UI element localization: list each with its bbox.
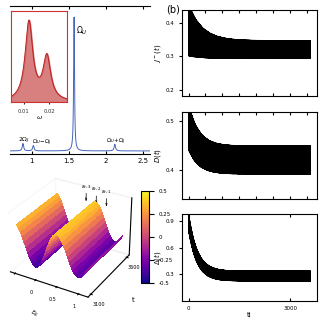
Text: $\Omega_U\!-\!\Omega_J$: $\Omega_U\!-\!\Omega_J$ xyxy=(32,138,51,148)
X-axis label: $\omega$: $\omega$ xyxy=(76,166,84,175)
X-axis label: $\varepsilon_k$: $\varepsilon_k$ xyxy=(29,308,40,319)
X-axis label: ti: ti xyxy=(247,312,252,318)
Text: $2\Omega_J$: $2\Omega_J$ xyxy=(18,136,30,146)
Y-axis label: $\Delta(t)$: $\Delta(t)$ xyxy=(152,250,163,265)
Text: $\Omega_U$: $\Omega_U$ xyxy=(76,24,88,37)
Text: (b): (b) xyxy=(166,5,180,15)
Y-axis label: $D(t)$: $D(t)$ xyxy=(152,148,163,163)
Y-axis label: $J^-(t)$: $J^-(t)$ xyxy=(152,43,163,63)
Y-axis label: t: t xyxy=(132,297,135,303)
Text: $\Omega_U\!+\!\Omega_J$: $\Omega_U\!+\!\Omega_J$ xyxy=(106,137,125,147)
